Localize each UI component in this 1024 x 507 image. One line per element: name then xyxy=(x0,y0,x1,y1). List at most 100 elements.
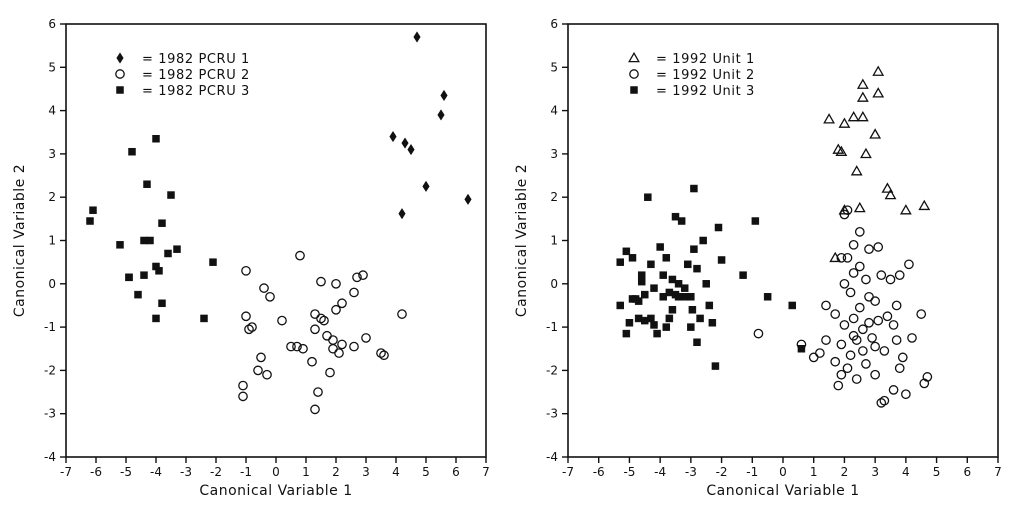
y-tick-label: -1 xyxy=(44,320,56,334)
x-tick-label: -5 xyxy=(120,465,132,479)
y-tick-label: -4 xyxy=(546,450,558,464)
y-tick-label: -3 xyxy=(44,407,56,421)
data-point xyxy=(864,317,874,328)
data-point xyxy=(894,363,905,374)
data-point xyxy=(688,306,697,314)
data-point xyxy=(295,250,305,261)
data-point xyxy=(650,284,658,292)
y-tick-label: 6 xyxy=(48,17,56,31)
scatter-panel-2: -7 -6 -5 -4 -3 -2 -1 0 1 2 3 4 5 6 7 -4 -3 -2 -1 0 1 2 3 4 5 6 Can… xyxy=(514,17,1002,499)
data-point xyxy=(847,110,860,122)
data-point xyxy=(884,188,897,200)
data-point xyxy=(376,348,386,358)
data-point xyxy=(842,363,853,374)
data-point xyxy=(316,313,326,324)
data-point xyxy=(307,356,317,367)
data-point xyxy=(674,280,683,288)
x-tick-label: -4 xyxy=(150,465,162,479)
data-point xyxy=(238,391,248,402)
data-point xyxy=(899,204,912,215)
data-point xyxy=(331,278,341,289)
legend-label: = 1992 Unit 3 xyxy=(656,84,755,99)
data-point xyxy=(328,335,338,345)
legend-label: = 1992 Unit 2 xyxy=(656,68,755,83)
data-point xyxy=(440,89,448,102)
data-point xyxy=(891,335,902,345)
data-point xyxy=(616,301,624,310)
data-point xyxy=(247,322,257,332)
y-tick-label: -1 xyxy=(546,320,558,334)
data-point xyxy=(858,346,868,356)
legend-marker xyxy=(116,86,124,94)
data-point xyxy=(904,259,914,270)
y-axis-title: Canonical Variable 2 xyxy=(514,164,530,317)
x-tick-label: 5 xyxy=(933,465,941,479)
data-point xyxy=(358,270,368,280)
data-point xyxy=(864,291,874,302)
data-point xyxy=(838,117,851,128)
data-point xyxy=(891,300,902,311)
x-tick-label: 3 xyxy=(362,465,370,479)
data-point xyxy=(397,309,407,319)
data-point xyxy=(845,287,856,298)
data-point xyxy=(662,254,671,262)
data-point xyxy=(848,268,859,278)
x-tick-label: 7 xyxy=(994,465,1002,479)
x-tick-label: 0 xyxy=(779,465,787,479)
y-tick-label: 0 xyxy=(48,277,56,291)
data-point xyxy=(894,270,905,280)
data-point xyxy=(277,315,287,326)
data-point xyxy=(693,264,701,273)
legend-marker xyxy=(628,51,640,63)
data-point xyxy=(437,109,445,121)
data-point xyxy=(398,207,406,220)
data-point xyxy=(647,260,655,269)
legend-marker xyxy=(630,86,638,94)
x-tick-label: -2 xyxy=(210,465,222,479)
y-tick-label: 2 xyxy=(48,190,56,204)
data-point xyxy=(310,404,320,415)
data-point xyxy=(821,335,831,345)
data-point xyxy=(830,356,841,367)
data-point xyxy=(842,205,853,216)
y-tick-label: 6 xyxy=(550,17,558,31)
y-tick-label: -4 xyxy=(44,450,56,464)
data-point xyxy=(622,329,631,338)
data-point xyxy=(839,320,850,330)
data-point xyxy=(808,352,819,363)
data-point xyxy=(876,270,887,280)
data-point xyxy=(797,345,806,353)
data-point xyxy=(86,217,94,225)
data-point xyxy=(637,271,646,279)
x-tick-label: -1 xyxy=(746,465,758,479)
data-point xyxy=(881,182,894,193)
data-point xyxy=(854,302,865,313)
data-point xyxy=(125,273,133,282)
y-tick-label: 3 xyxy=(48,147,56,161)
data-point xyxy=(644,193,652,201)
data-point xyxy=(407,143,415,156)
data-point xyxy=(677,217,686,225)
legend-label: = 1982 PCRU 1 xyxy=(142,52,250,67)
data-point xyxy=(665,314,674,323)
x-tick-label: -5 xyxy=(623,465,635,479)
y-tick-label: 1 xyxy=(48,234,56,248)
data-point xyxy=(870,369,880,380)
series-square xyxy=(86,134,217,323)
data-point xyxy=(835,145,848,156)
data-point xyxy=(668,306,677,314)
data-point xyxy=(622,247,631,256)
data-point xyxy=(684,260,692,269)
y-tick-label: 0 xyxy=(550,277,558,291)
data-point xyxy=(152,134,160,143)
x-tick-label: 1 xyxy=(810,465,818,479)
data-point xyxy=(259,283,269,293)
data-point xyxy=(140,271,148,279)
legend: = 1992 Unit 1= 1992 Unit 2= 1992 Unit 3 xyxy=(628,51,755,99)
data-point xyxy=(854,226,865,237)
data-point xyxy=(616,258,624,266)
data-point xyxy=(696,314,704,323)
data-point xyxy=(422,180,430,193)
data-point xyxy=(739,271,747,279)
data-point xyxy=(687,293,695,301)
